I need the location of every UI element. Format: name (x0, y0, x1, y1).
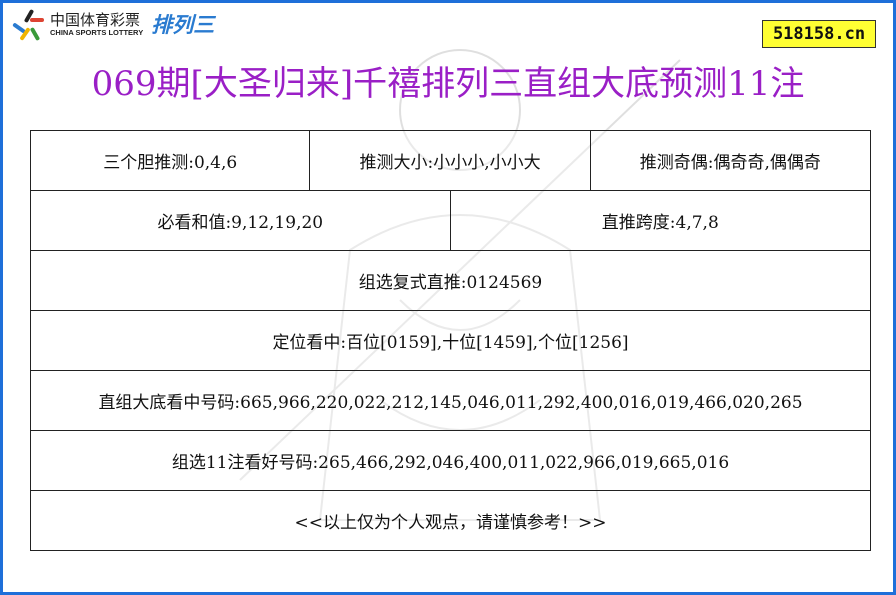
table-row: 定位看中:百位[0159],十位[1459],个位[1256] (30, 310, 871, 371)
table-row: 三个胆推测:0,4,6 推测大小:小小小,小小大 推测奇偶:偶奇奇,偶偶奇 (29, 130, 872, 191)
prediction-table: 三个胆推测:0,4,6 推测大小:小小小,小小大 推测奇偶:偶奇奇,偶偶奇 必看… (29, 130, 872, 551)
position-cell: 定位看中:百位[0159],十位[1459],个位[1256] (30, 310, 871, 371)
page-title: 069期[大圣归来]千禧排列三直组大底预测11注 (91, 64, 805, 104)
direct-cell: 直组大底看中号码:665,966,220,022,212,145,046,011… (30, 370, 871, 431)
sum-cell: 必看和值:9,12,19,20 (30, 190, 451, 251)
span-cell: 直推跨度:4,7,8 (449, 190, 872, 251)
table-row: 必看和值:9,12,19,20 直推跨度:4,7,8 (30, 190, 872, 251)
product-name: 排列三 (151, 13, 215, 37)
table-row: 组选11注看好号码:265,466,292,046,400,011,022,96… (30, 430, 871, 491)
note-cell: <<以上仅为个人观点，请谨慎参考！>> (30, 490, 871, 551)
size-cell: 推测大小:小小小,小小大 (309, 130, 591, 191)
parity-cell: 推测奇偶:偶奇奇,偶偶奇 (589, 130, 872, 191)
lottery-star-icon (10, 8, 44, 42)
dan-cell: 三个胆推测:0,4,6 (29, 130, 311, 191)
logo-cn-text: 中国体育彩票 (50, 10, 141, 29)
table-row: <<以上仅为个人观点，请谨慎参考！>> (30, 490, 871, 551)
site-badge: 518158.cn (762, 20, 876, 48)
logo-en-text: CHINA SPORTS LOTTERY (50, 27, 144, 37)
group11-cell: 组选11注看好号码:265,466,292,046,400,011,022,96… (30, 430, 871, 491)
china-sports-lottery-logo: 中国体育彩票 CHINA SPORTS LOTTERY 排列三 (10, 8, 215, 42)
table-row: 组选复式直推:0124569 (30, 250, 871, 311)
compound-cell: 组选复式直推:0124569 (30, 250, 871, 311)
table-row: 直组大底看中号码:665,966,220,022,212,145,046,011… (30, 370, 871, 431)
